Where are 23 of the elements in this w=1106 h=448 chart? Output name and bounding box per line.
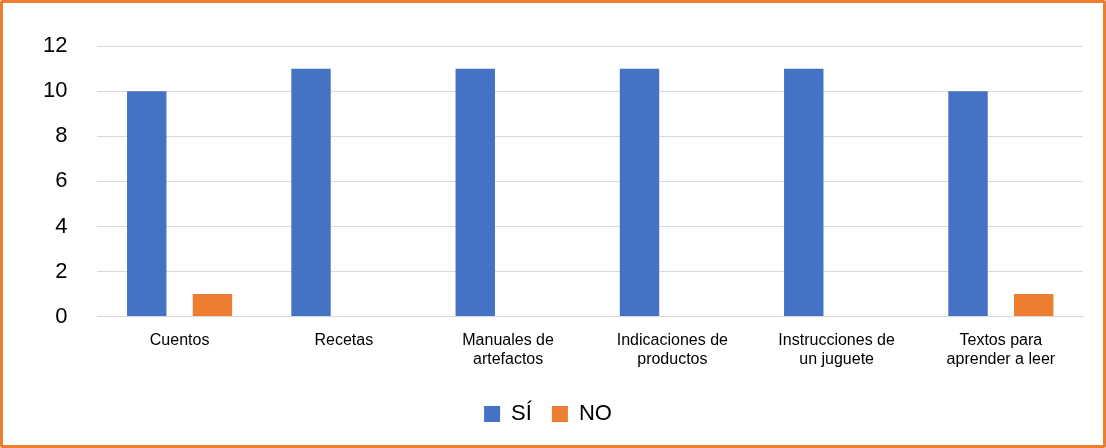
legend-label: SÍ bbox=[511, 400, 533, 426]
x-tick-label: Recetas bbox=[314, 330, 374, 348]
y-tick-label: 12 bbox=[42, 32, 68, 58]
bar bbox=[948, 91, 988, 317]
x-tick-label: Manuales de artefactos bbox=[462, 330, 555, 367]
y-tick-label: 10 bbox=[42, 77, 68, 103]
x-tick-label: Cuentos bbox=[149, 330, 210, 348]
bar bbox=[784, 68, 824, 317]
y-tick-label: 8 bbox=[55, 122, 68, 148]
bar bbox=[127, 91, 167, 317]
y-tick-label: 6 bbox=[55, 167, 68, 193]
y-tick-label: 4 bbox=[55, 212, 68, 238]
bar bbox=[619, 68, 660, 317]
y-tick-label: 0 bbox=[55, 302, 68, 328]
bar bbox=[455, 68, 495, 317]
x-tick-label: Instrucciones de un juguete bbox=[778, 330, 895, 367]
bar bbox=[291, 68, 331, 317]
y-tick-label: 2 bbox=[55, 257, 68, 283]
bar bbox=[1014, 294, 1054, 317]
legend-label: NO bbox=[578, 400, 612, 426]
bar bbox=[192, 294, 233, 317]
x-tick-label: Textos para aprender a leer bbox=[946, 330, 1056, 367]
x-tick-label: Indicaciones de productos bbox=[616, 330, 729, 367]
